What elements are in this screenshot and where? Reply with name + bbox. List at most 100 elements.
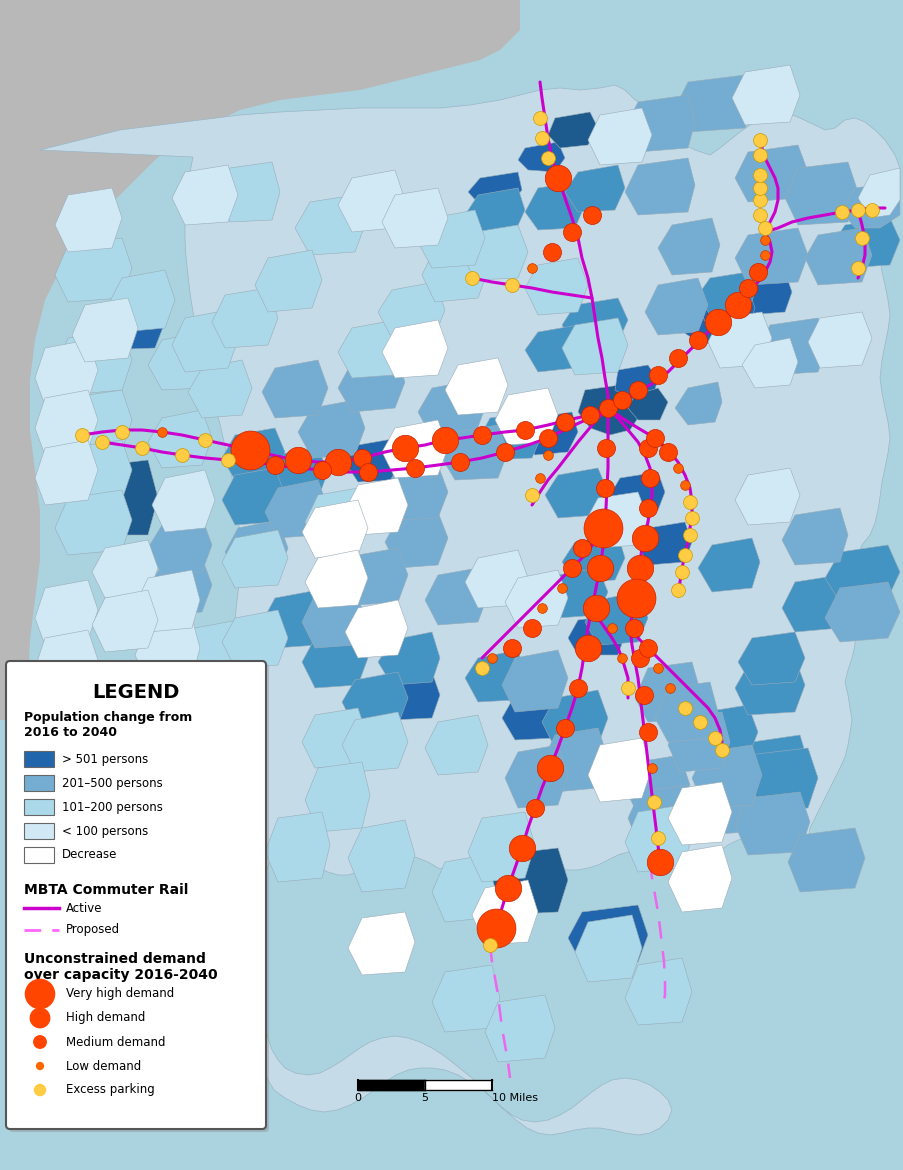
Point — [524, 259, 538, 277]
Point — [540, 446, 554, 464]
Polygon shape — [35, 440, 98, 505]
Polygon shape — [501, 651, 567, 713]
Polygon shape — [464, 550, 527, 608]
Polygon shape — [345, 600, 407, 658]
Point — [752, 179, 767, 198]
Polygon shape — [584, 592, 647, 645]
Polygon shape — [737, 271, 791, 315]
Polygon shape — [697, 271, 754, 315]
Text: 5: 5 — [421, 1093, 428, 1103]
Point — [730, 296, 744, 315]
Text: Low demand: Low demand — [66, 1060, 141, 1073]
Point — [532, 469, 546, 488]
Bar — [24, 799, 54, 815]
Polygon shape — [345, 548, 407, 605]
Polygon shape — [464, 188, 525, 235]
Polygon shape — [741, 338, 797, 388]
Polygon shape — [525, 259, 587, 315]
Point — [636, 686, 650, 704]
Polygon shape — [442, 425, 507, 480]
Polygon shape — [225, 519, 288, 578]
Polygon shape — [667, 713, 730, 772]
Polygon shape — [182, 620, 247, 677]
Polygon shape — [807, 312, 871, 369]
Point — [33, 1057, 47, 1075]
Polygon shape — [345, 479, 407, 535]
Polygon shape — [382, 188, 448, 248]
Point — [632, 648, 647, 667]
Polygon shape — [382, 420, 448, 479]
Point — [630, 380, 645, 399]
Point — [674, 563, 688, 581]
Point — [598, 439, 612, 457]
Polygon shape — [542, 690, 608, 748]
Polygon shape — [302, 589, 365, 648]
Point — [644, 758, 658, 777]
Point — [677, 545, 692, 564]
Polygon shape — [824, 545, 899, 603]
Polygon shape — [831, 218, 899, 268]
Polygon shape — [338, 170, 405, 232]
Polygon shape — [0, 0, 519, 720]
Polygon shape — [35, 580, 98, 645]
Point — [489, 918, 503, 937]
Point — [514, 839, 528, 858]
Point — [833, 202, 848, 221]
Polygon shape — [584, 493, 647, 548]
Polygon shape — [302, 629, 368, 688]
Point — [614, 648, 628, 667]
Polygon shape — [135, 570, 200, 632]
Polygon shape — [542, 728, 608, 792]
Polygon shape — [691, 745, 761, 808]
Text: Proposed: Proposed — [66, 923, 120, 936]
Polygon shape — [218, 161, 280, 222]
Point — [574, 538, 589, 557]
Polygon shape — [675, 75, 754, 132]
Text: 0: 0 — [354, 1093, 361, 1103]
Polygon shape — [697, 538, 759, 592]
Polygon shape — [628, 785, 697, 848]
Point — [707, 729, 721, 748]
Polygon shape — [638, 522, 691, 565]
Polygon shape — [734, 228, 807, 285]
Point — [557, 718, 572, 737]
Point — [752, 131, 767, 150]
Polygon shape — [587, 108, 651, 165]
Polygon shape — [107, 270, 175, 332]
Point — [637, 529, 651, 548]
Polygon shape — [385, 512, 448, 567]
Polygon shape — [304, 550, 368, 608]
Point — [647, 428, 662, 447]
Point — [670, 349, 684, 367]
Text: Population change from
2016 to 2040: Population change from 2016 to 2040 — [24, 711, 192, 739]
Point — [532, 109, 546, 128]
Polygon shape — [35, 390, 98, 455]
Polygon shape — [675, 381, 721, 425]
Polygon shape — [92, 541, 158, 598]
Polygon shape — [432, 965, 499, 1032]
Polygon shape — [222, 530, 288, 589]
Polygon shape — [298, 400, 365, 457]
Point — [397, 439, 412, 457]
Polygon shape — [610, 472, 665, 510]
Point — [682, 493, 696, 511]
Polygon shape — [377, 632, 440, 684]
Polygon shape — [707, 312, 771, 369]
Point — [752, 206, 767, 225]
Polygon shape — [377, 282, 444, 338]
Point — [710, 312, 724, 331]
Polygon shape — [302, 708, 368, 768]
Point — [570, 679, 584, 697]
Polygon shape — [222, 428, 284, 480]
Point — [198, 431, 212, 449]
Polygon shape — [422, 240, 488, 302]
Polygon shape — [262, 448, 328, 500]
Polygon shape — [55, 440, 132, 505]
Point — [474, 659, 489, 677]
Polygon shape — [731, 66, 799, 125]
Polygon shape — [135, 618, 200, 682]
Polygon shape — [757, 318, 827, 376]
Point — [620, 679, 635, 697]
Point — [437, 431, 452, 449]
Polygon shape — [382, 321, 448, 378]
